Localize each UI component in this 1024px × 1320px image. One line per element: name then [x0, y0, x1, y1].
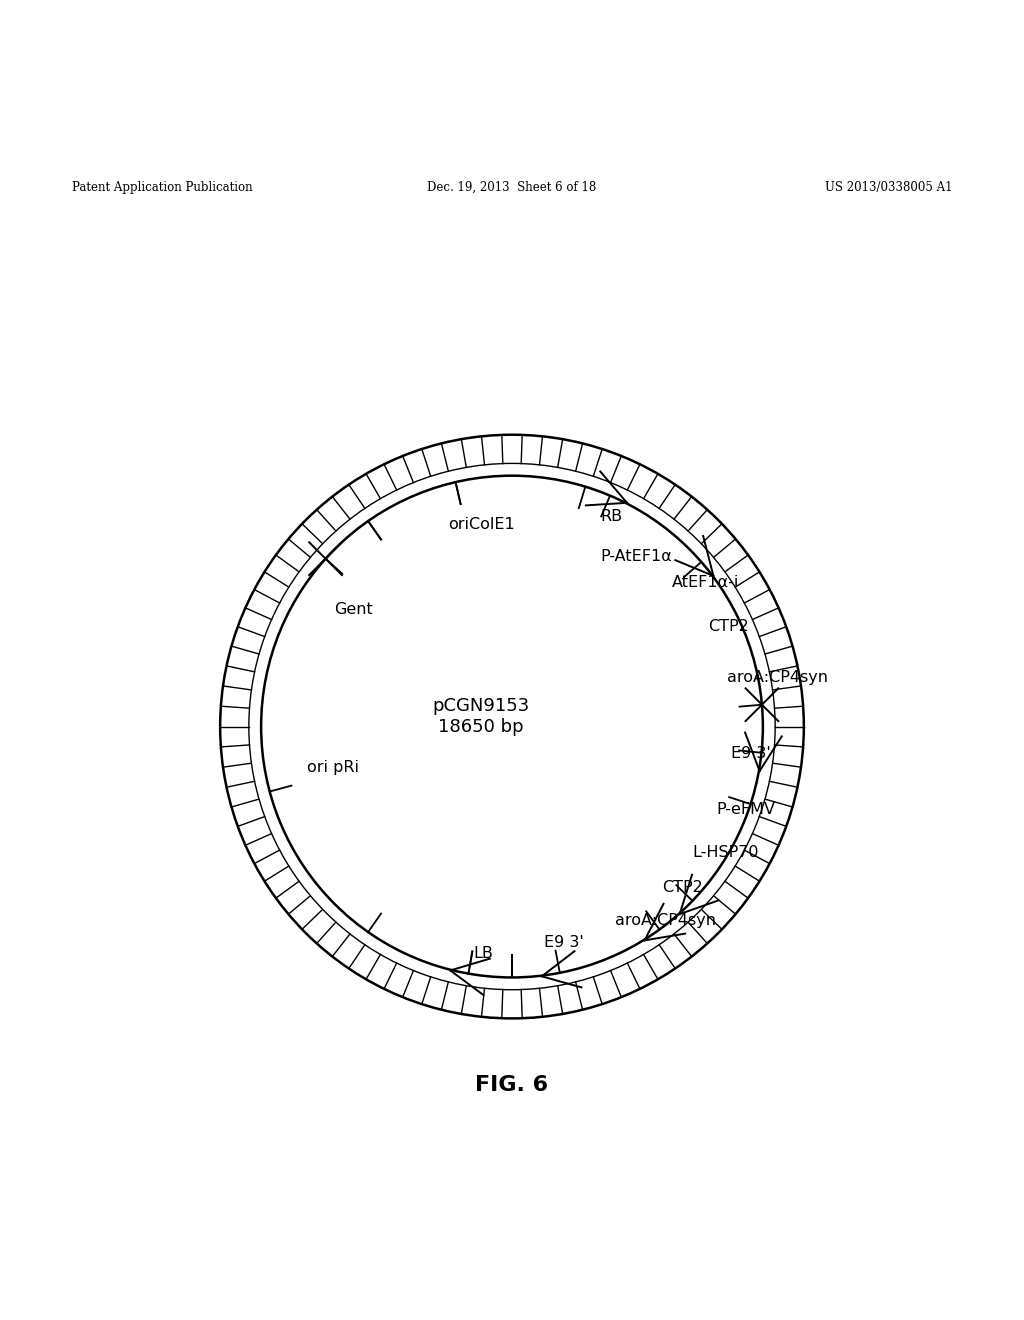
Text: oriColE1: oriColE1 [447, 517, 515, 532]
Text: E9 3': E9 3' [730, 746, 770, 760]
Text: RB: RB [601, 510, 623, 524]
Text: CTP2: CTP2 [709, 619, 749, 634]
Text: L-HSP70: L-HSP70 [692, 845, 759, 861]
Text: FIG. 6: FIG. 6 [475, 1074, 549, 1096]
Text: AtEF1α-i: AtEF1α-i [672, 576, 739, 590]
Text: P-eFMV: P-eFMV [716, 801, 775, 817]
Text: ori pRi: ori pRi [307, 760, 358, 775]
Text: P-AtEF1α: P-AtEF1α [601, 549, 673, 564]
Text: US 2013/0338005 A1: US 2013/0338005 A1 [824, 181, 952, 194]
Text: Patent Application Publication: Patent Application Publication [72, 181, 252, 194]
Text: LB: LB [473, 946, 494, 961]
Text: pCGN9153
18650 bp: pCGN9153 18650 bp [433, 697, 529, 735]
Text: Gent: Gent [334, 602, 373, 618]
Text: CTP2: CTP2 [663, 880, 702, 895]
Text: Dec. 19, 2013  Sheet 6 of 18: Dec. 19, 2013 Sheet 6 of 18 [427, 181, 597, 194]
Text: aroA:CP4syn: aroA:CP4syn [615, 913, 717, 928]
Text: aroA:CP4syn: aroA:CP4syn [726, 669, 827, 685]
Text: E9 3': E9 3' [544, 935, 584, 950]
